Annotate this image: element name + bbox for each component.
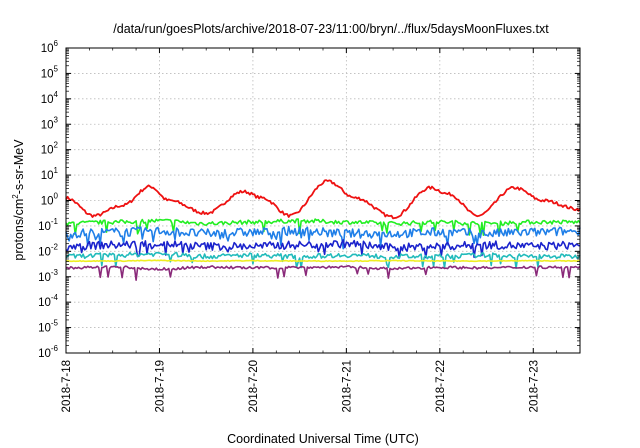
y-axis-label-unit: -s-sr-MeV [12,139,26,195]
x-tick-label: 2018-7-23 [528,360,540,412]
y-axis-label-exponent: 2 [11,194,20,199]
series-line-2 [65,218,581,236]
y-tick-label: 10-5 [38,319,58,335]
x-axis-ticks: 2018-7-18 2018-7-19 2018-7-20 2018-7-21 2018… [61,48,557,412]
y-tick-label: 10-6 [38,344,58,360]
y-tick-label: 106 [41,39,59,55]
series-line-5 [65,251,581,270]
y-tick-label: 102 [41,141,59,157]
y-tick-label: 10-1 [38,217,58,233]
y-axis-label: protons/cm2-s-sr-MeV [11,139,26,261]
chart-title: /data/run/goesPlots/archive/2018-07-23/1… [113,22,549,36]
y-axis-label-base: protons/cm [12,199,26,261]
x-tick-label: 2018-7-22 [435,360,447,412]
x-axis-label: Coordinated Universal Time (UTC) [227,432,419,446]
x-tick-label: 2018-7-20 [248,360,260,412]
series-line-4 [65,239,581,259]
grid-lines [66,48,580,353]
series-line-7 [65,264,581,282]
x-tick-label: 2018-7-21 [341,360,353,412]
series-line-1 [65,179,581,220]
y-tick-label: 103 [41,115,59,131]
y-axis-ticks: 10-6 10-5 10-4 10-3 10-2 10-1 100 101 102 103 104 1… [38,39,580,360]
series-group [65,179,581,282]
y-tick-label: 10-2 [38,242,58,258]
y-tick-label: 104 [41,90,59,106]
series-line-6 [65,259,581,263]
x-tick-label: 2018-7-19 [154,360,166,412]
y-tick-label: 105 [41,64,59,80]
x-tick-label: 2018-7-18 [61,360,73,412]
y-tick-label: 101 [41,166,59,182]
y-tick-label: 10-4 [38,293,58,309]
y-tick-label: 100 [41,192,59,208]
series-line-3 [65,225,581,250]
y-tick-label: 10-3 [38,268,58,284]
